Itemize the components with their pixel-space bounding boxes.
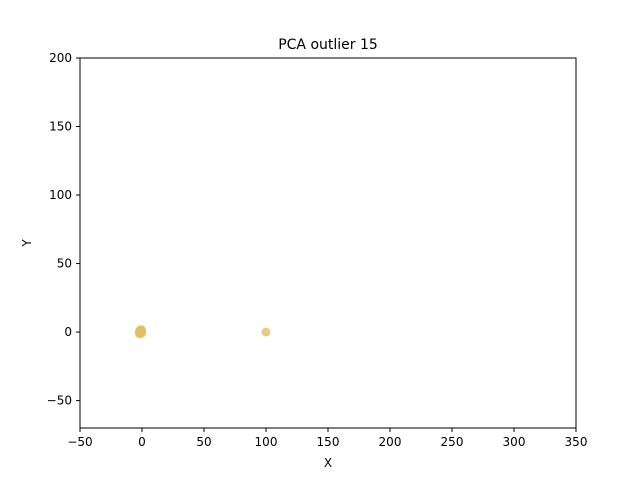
data-point [261,327,271,337]
y-tick-label: 100 [49,188,72,202]
x-tick-label: 250 [441,435,464,449]
x-axis-label: X [324,456,332,470]
x-tick-label: 150 [317,435,340,449]
chart-title: PCA outlier 15 [278,37,378,53]
x-tick-label: 300 [503,435,526,449]
y-axis: −50 0 50 100 150 200 [47,51,80,408]
data-point [136,325,146,335]
y-axis-label: Y [20,239,34,248]
y-tick-label: −50 [47,394,72,408]
y-tick-label: 150 [49,120,72,134]
x-tick-label: 350 [565,435,588,449]
y-tick-label: 0 [64,325,72,339]
x-tick-label: 0 [138,435,146,449]
x-axis: −50 0 50 100 150 200 250 300 350 [67,428,587,449]
x-tick-label: 100 [255,435,278,449]
plot-frame [79,57,577,429]
x-tick-label: 200 [379,435,402,449]
y-tick-label: 200 [49,51,72,65]
points-layer [134,325,271,339]
x-tick-label: 50 [196,435,211,449]
y-tick-label: 50 [57,257,72,271]
x-tick-label: −50 [67,435,92,449]
